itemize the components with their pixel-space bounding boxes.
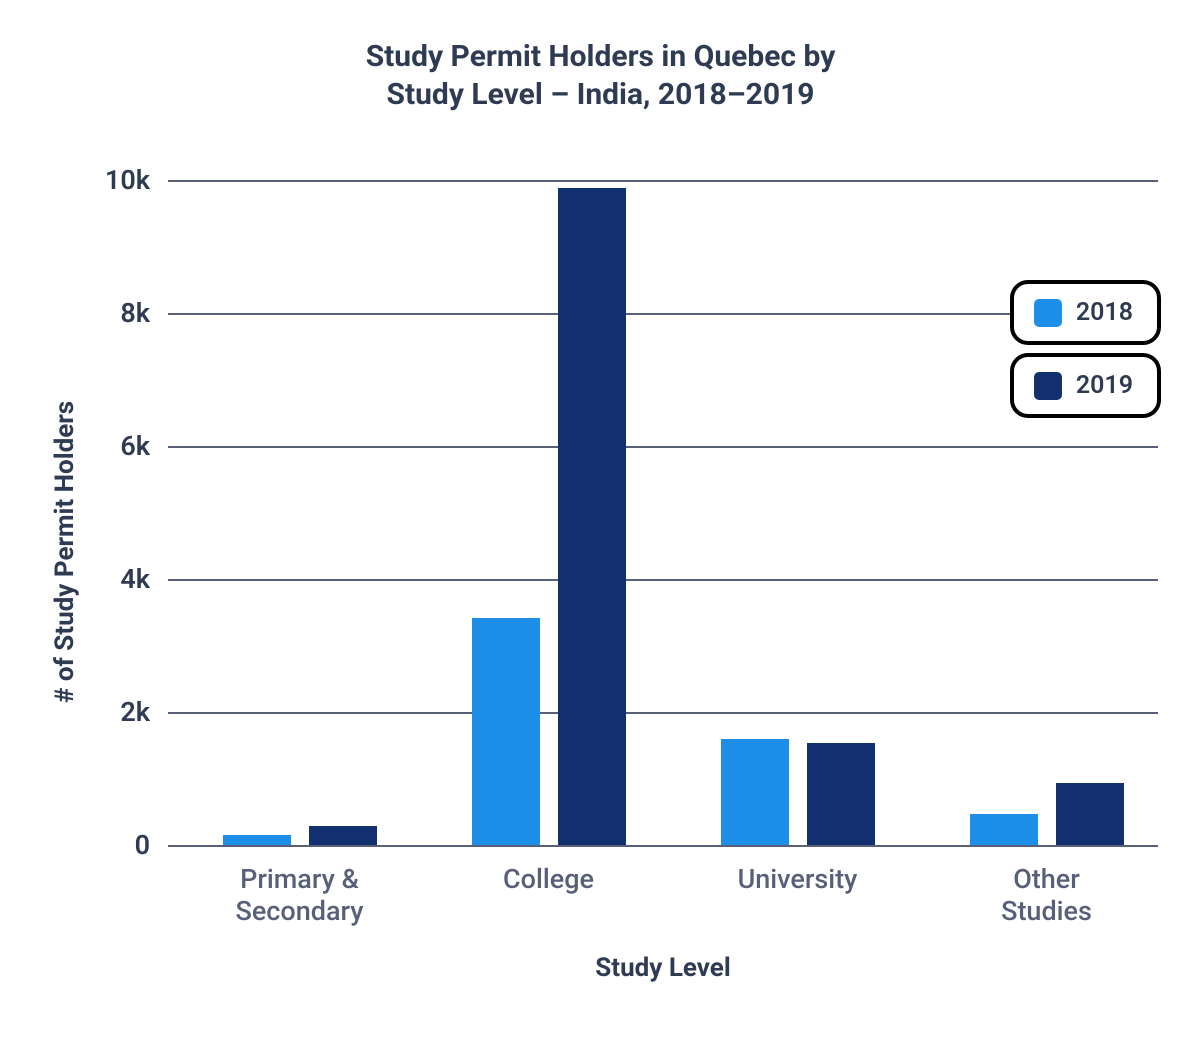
- x-tick-label: Primary &Secondary: [180, 863, 420, 928]
- legend-item-2018[interactable]: 2018: [1010, 280, 1161, 345]
- gridline: [168, 712, 1158, 714]
- bar-2018-1: [472, 618, 540, 845]
- y-tick-label: 6k: [70, 430, 150, 462]
- gridline: [168, 579, 1158, 581]
- legend-label: 2019: [1076, 371, 1133, 400]
- x-axis-title: Study Level: [168, 953, 1158, 983]
- y-tick-label: 0: [70, 829, 150, 861]
- y-tick-label: 2k: [70, 696, 150, 728]
- bar-2019-0: [309, 826, 377, 845]
- y-tick-label: 10k: [70, 164, 150, 196]
- legend-swatch: [1034, 299, 1062, 327]
- y-tick-label: 4k: [70, 563, 150, 595]
- x-tick-label: College: [429, 863, 669, 895]
- chart-title-line1: Study Permit Holders in Quebec by: [0, 38, 1201, 76]
- chart-title-line2: Study Level – India, 2018–2019: [0, 76, 1201, 114]
- bar-2019-2: [807, 743, 875, 845]
- legend-swatch: [1034, 372, 1062, 400]
- bar-2019-3: [1056, 783, 1124, 846]
- bar-2018-3: [970, 814, 1038, 845]
- legend-item-2019[interactable]: 2019: [1010, 353, 1161, 418]
- gridline: [168, 180, 1158, 182]
- y-tick-label: 8k: [70, 297, 150, 329]
- legend: 2018 2019: [1010, 280, 1161, 426]
- gridline: [168, 446, 1158, 448]
- chart-title: Study Permit Holders in Quebec by Study …: [0, 38, 1201, 113]
- bar-2019-1: [558, 188, 626, 845]
- bar-2018-2: [721, 739, 789, 845]
- x-tick-label: OtherStudies: [927, 863, 1167, 928]
- x-tick-label: University: [678, 863, 918, 895]
- legend-label: 2018: [1076, 298, 1133, 327]
- gridline: [168, 845, 1158, 847]
- chart-container: Study Permit Holders in Quebec by Study …: [0, 0, 1201, 1061]
- bar-2018-0: [223, 835, 291, 845]
